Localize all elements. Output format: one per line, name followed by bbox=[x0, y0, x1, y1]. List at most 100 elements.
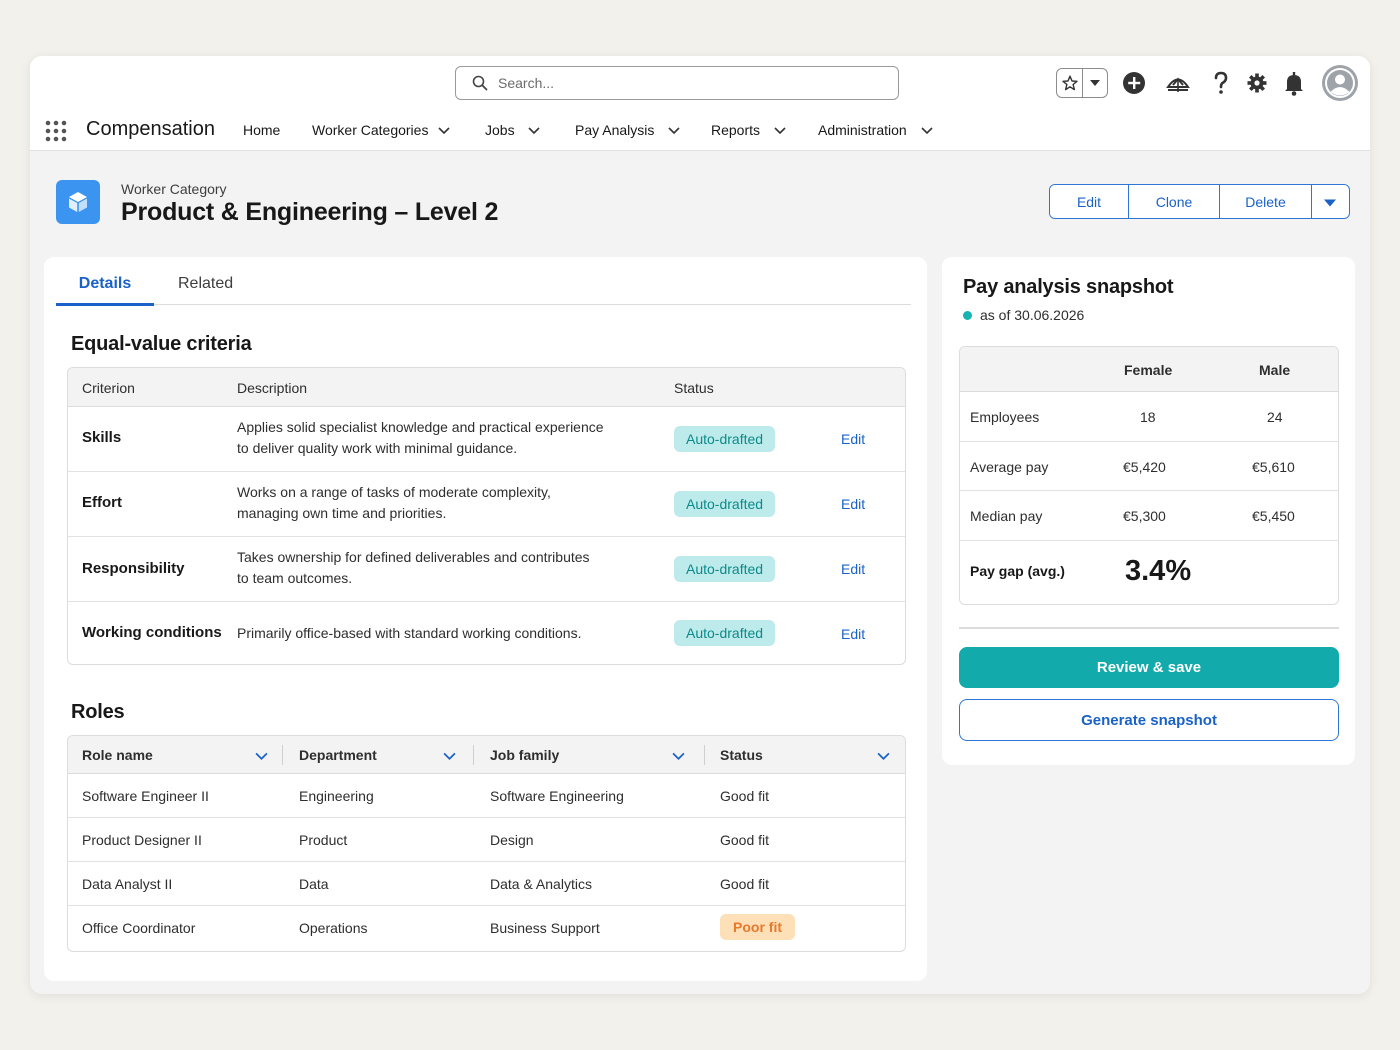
chevron-down-icon bbox=[1324, 199, 1336, 206]
roles-table: Role name Department Job family Status bbox=[67, 735, 906, 952]
male-value: €5,610 bbox=[1252, 458, 1295, 475]
snapshot-date: as of 30.06.2026 bbox=[963, 307, 1084, 323]
object-icon bbox=[56, 180, 100, 224]
table-row: Working conditions Primarily office-base… bbox=[68, 602, 905, 664]
edit-button[interactable]: Edit bbox=[1050, 185, 1129, 218]
global-add-button[interactable] bbox=[1121, 68, 1147, 98]
tab-details[interactable]: Details bbox=[56, 275, 154, 306]
nav-item-administration[interactable]: Administration bbox=[818, 122, 933, 138]
description-line: managing own time and priorities. bbox=[237, 505, 447, 521]
table-row: Skills Applies solid specialist knowledg… bbox=[68, 407, 905, 472]
favorites-dropdown-button[interactable] bbox=[1083, 69, 1107, 97]
chevron-down-icon[interactable] bbox=[438, 124, 451, 136]
nav-item-jobs[interactable]: Jobs bbox=[485, 122, 540, 138]
criterion-name: Responsibility bbox=[82, 560, 185, 577]
table-row[interactable]: Data Analyst II Data Data & Analytics Go… bbox=[68, 862, 905, 906]
chevron-down-icon[interactable] bbox=[443, 749, 456, 762]
description-line: Applies solid specialist knowledge and p… bbox=[237, 419, 604, 435]
metric-label: Median pay bbox=[970, 508, 1043, 524]
chevron-down-icon[interactable] bbox=[668, 124, 680, 136]
column-header-female: Female bbox=[1124, 362, 1173, 378]
chevron-down-icon bbox=[1090, 80, 1100, 86]
add-icon bbox=[1123, 72, 1145, 94]
trailhead-icon bbox=[1166, 77, 1190, 92]
snapshot-date-label: as of 30.06.2026 bbox=[980, 307, 1085, 323]
avatar[interactable] bbox=[1322, 65, 1358, 101]
criteria-section-title: Equal-value criteria bbox=[71, 333, 252, 355]
edit-criterion-link[interactable]: Edit bbox=[841, 496, 866, 512]
delete-button[interactable]: Delete bbox=[1220, 185, 1312, 218]
criterion-name: Skills bbox=[82, 429, 122, 446]
trailhead-button[interactable] bbox=[1165, 68, 1191, 98]
record-type-label: Worker Category bbox=[121, 181, 227, 197]
details-card: Details Related Equal-value criteria Cri… bbox=[44, 257, 927, 981]
column-header-job-family[interactable]: Job family bbox=[490, 736, 685, 774]
criterion-description: Works on a range of tasks of moderate co… bbox=[237, 482, 637, 524]
edit-criterion-link[interactable]: Edit bbox=[841, 626, 866, 642]
male-value: €5,450 bbox=[1252, 508, 1295, 524]
nav-item-pay-analysis[interactable]: Pay Analysis bbox=[575, 122, 680, 138]
role-department: Product bbox=[299, 832, 348, 848]
role-name: Office Coordinator bbox=[82, 920, 196, 936]
criterion-name: Effort bbox=[82, 494, 122, 511]
app-launcher-icon[interactable] bbox=[45, 120, 67, 142]
favorites-group[interactable] bbox=[1056, 68, 1108, 98]
role-status: Good fit bbox=[720, 832, 770, 848]
table-row: Median pay €5,300 €5,450 bbox=[960, 491, 1338, 541]
chevron-down-icon[interactable] bbox=[921, 124, 933, 136]
chevron-down-icon[interactable] bbox=[877, 749, 890, 762]
role-job-family: Business Support bbox=[490, 920, 600, 936]
record-actions: Edit Clone Delete bbox=[1049, 184, 1350, 219]
table-row[interactable]: Product Designer II Product Design Good … bbox=[68, 818, 905, 862]
global-header: Compensation Home Worker Categories Jobs… bbox=[30, 56, 1370, 151]
cube-icon bbox=[69, 192, 87, 212]
table-row: Average pay €5,420 €5,610 bbox=[960, 442, 1338, 491]
more-actions-button[interactable] bbox=[1312, 185, 1348, 218]
nav-item-home[interactable]: Home bbox=[243, 122, 280, 138]
column-divider bbox=[473, 745, 474, 765]
nav-item-reports[interactable]: Reports bbox=[711, 122, 786, 138]
table-row: Responsibility Takes ownership for defin… bbox=[68, 537, 905, 602]
chevron-down-icon[interactable] bbox=[774, 124, 786, 136]
column-header-status[interactable]: Status bbox=[720, 736, 890, 774]
help-button[interactable] bbox=[1208, 68, 1234, 98]
snapshot-title: Pay analysis snapshot bbox=[963, 276, 1174, 298]
chevron-down-icon[interactable] bbox=[528, 124, 540, 136]
nav-item-worker-categories[interactable]: Worker Categories bbox=[312, 122, 451, 138]
navigation-bar: Compensation Home Worker Categories Jobs… bbox=[30, 112, 1370, 150]
notifications-button[interactable] bbox=[1281, 68, 1307, 98]
record-title: Product & Engineering – Level 2 bbox=[121, 198, 499, 226]
edit-criterion-link[interactable]: Edit bbox=[841, 561, 866, 577]
table-row: Employees 18 24 bbox=[960, 392, 1338, 442]
status-badge: Auto-drafted bbox=[674, 426, 776, 452]
setup-button[interactable] bbox=[1244, 68, 1270, 98]
role-department: Operations bbox=[299, 920, 368, 936]
search-icon bbox=[472, 75, 488, 91]
column-header-male: Male bbox=[1259, 362, 1291, 378]
table-row[interactable]: Office Coordinator Operations Business S… bbox=[68, 906, 905, 950]
search-input[interactable] bbox=[498, 75, 878, 91]
edit-criterion-link[interactable]: Edit bbox=[841, 431, 866, 447]
star-icon bbox=[1061, 75, 1078, 91]
generate-snapshot-button[interactable]: Generate snapshot bbox=[959, 699, 1339, 741]
female-value: 18 bbox=[1140, 409, 1156, 425]
table-row[interactable]: Software Engineer II Engineering Softwar… bbox=[68, 774, 905, 818]
clone-button[interactable]: Clone bbox=[1129, 185, 1220, 218]
favorites-button[interactable] bbox=[1057, 69, 1083, 97]
global-search[interactable] bbox=[455, 66, 899, 100]
chevron-down-icon[interactable] bbox=[255, 749, 268, 762]
criterion-description: Applies solid specialist knowledge and p… bbox=[237, 417, 637, 459]
description-line: to deliver quality work with minimal gui… bbox=[237, 440, 518, 456]
status-badge: Auto-drafted bbox=[674, 556, 776, 582]
status-badge: Auto-drafted bbox=[674, 620, 776, 646]
tab-related[interactable]: Related bbox=[178, 275, 234, 292]
chevron-down-icon[interactable] bbox=[672, 749, 685, 762]
review-save-button[interactable]: Review & save bbox=[959, 647, 1339, 688]
criterion-name: Working conditions bbox=[82, 624, 222, 641]
column-header-department[interactable]: Department bbox=[299, 736, 456, 774]
column-header-role-name[interactable]: Role name bbox=[82, 736, 268, 774]
metric-label: Average pay bbox=[970, 458, 1049, 475]
column-divider bbox=[704, 745, 705, 765]
column-header-criterion: Criterion bbox=[82, 380, 135, 396]
role-name: Software Engineer II bbox=[82, 788, 209, 804]
